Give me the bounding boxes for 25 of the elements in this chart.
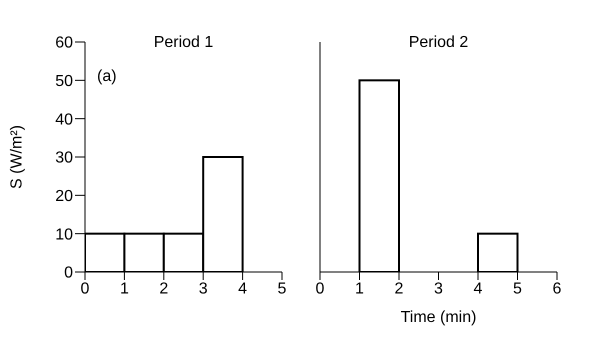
x-tick-label: 5	[278, 280, 287, 298]
x-tick-label: 0	[316, 280, 325, 298]
x-tick-label: 2	[394, 280, 404, 298]
y-axis-title: S (W/m²)	[8, 125, 26, 189]
x-tick-label: 3	[434, 280, 444, 298]
y-tick-label: 60	[55, 34, 74, 52]
x-tick-label: 1	[355, 280, 364, 298]
x-tick-label: 5	[513, 280, 522, 298]
x-tick-label: 1	[120, 280, 129, 298]
y-tick-label: 0	[64, 264, 74, 282]
annotation: (a)	[97, 68, 117, 86]
y-tick-label: 50	[55, 73, 74, 90]
y-tick-label: 20	[55, 188, 74, 206]
x-tick-label: 0	[80, 280, 90, 298]
x-axis-title: Time (min)	[400, 309, 476, 326]
chart-title: Period 1	[152, 34, 214, 52]
y-tick-label: 30	[55, 150, 74, 167]
chart-title: Period 2	[408, 34, 470, 52]
x-tick-label: 4	[474, 280, 483, 298]
x-tick-label: 4	[238, 280, 248, 298]
x-tick-label: 6	[552, 280, 562, 298]
y-tick-label: 10	[55, 226, 74, 244]
x-tick-label: 2	[159, 280, 168, 298]
x-tick-label: 3	[198, 280, 208, 298]
y-tick-label: 40	[55, 111, 74, 128]
